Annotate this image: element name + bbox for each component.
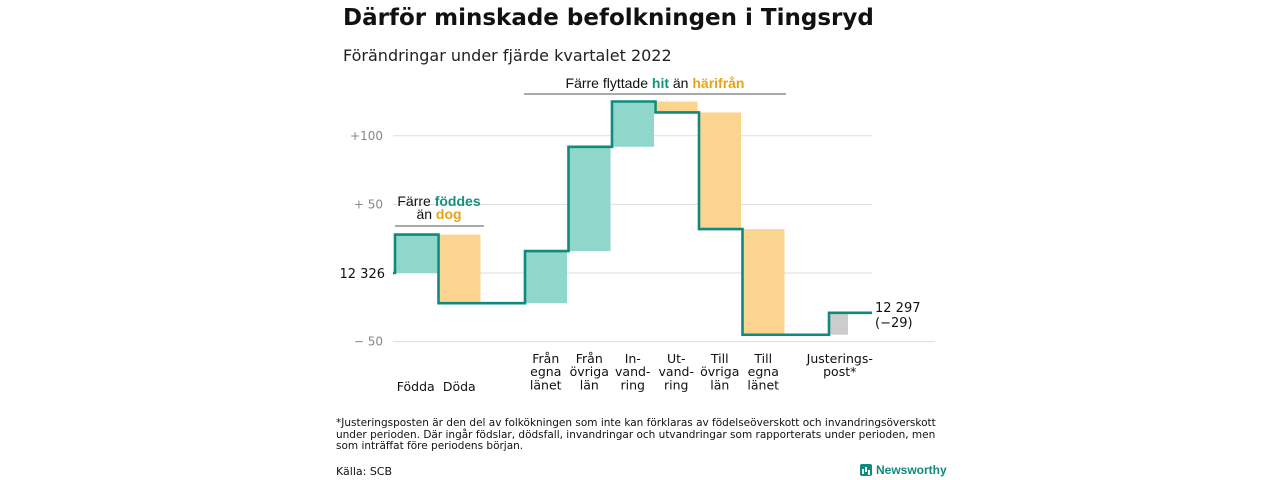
category-label-till-ovriga-lan: övriga	[700, 364, 739, 379]
category-label-till-egna-lanet: länet	[747, 377, 779, 392]
category-label-till-egna-lanet: Till	[753, 351, 772, 366]
y-tick-label: + 50	[354, 197, 383, 211]
y-tick-label: − 50	[354, 335, 383, 349]
bar-fodda	[395, 234, 437, 273]
category-label-invandring: ring	[621, 377, 645, 392]
bar-justeringspost	[829, 312, 848, 335]
start-value-label: 12 326	[340, 267, 386, 282]
brand-name: Newsworthy	[876, 463, 947, 477]
bar-utvandring	[655, 101, 698, 113]
annotation-segment: Färre flyttade	[566, 75, 652, 91]
y-tick-label: +100	[350, 129, 383, 143]
category-label-utvandring: ring	[664, 377, 688, 392]
annotation-births-line: Färre föddes	[397, 193, 480, 209]
brand-logo: Newsworthy	[860, 463, 947, 477]
bar-fran-egna-lanet	[525, 251, 567, 304]
category-label-fran-egna-lanet: länet	[530, 377, 562, 392]
bar-doda	[438, 234, 481, 304]
annotation-migration-line: Färre flyttade hit än härifrån	[566, 75, 745, 91]
category-label-fran-egna-lanet: Från	[532, 351, 559, 366]
category-label-fran-egna-lanet: egna	[530, 364, 561, 379]
category-label-justeringspost: post*	[823, 364, 856, 379]
category-label-utvandring: vand-	[659, 364, 694, 379]
bar-till-ovriga-lan	[699, 112, 741, 230]
annotation-segment: än	[416, 206, 435, 222]
chart-title: Därför minskade befolkningen i Tingsryd	[343, 5, 874, 31]
footnote: *Justeringsposten är den del av folkökni…	[336, 417, 936, 452]
category-label-fran-ovriga-lan: övriga	[570, 364, 609, 379]
newsworthy-logo-icon	[860, 464, 872, 476]
annotation-births-line: än dog	[416, 206, 461, 222]
category-label-till-ovriga-lan: Till	[710, 351, 729, 366]
running-total-line	[393, 100, 872, 337]
category-label-utvandring: Ut-	[667, 351, 686, 366]
annotation-segment: hit	[652, 75, 669, 91]
category-label-fodda: Födda	[397, 379, 435, 394]
chart-subtitle: Förändringar under fjärde kvartalet 2022	[343, 46, 672, 65]
category-label-doda: Döda	[443, 379, 476, 394]
annotation-segment: dog	[436, 206, 462, 222]
annotation-segment: föddes	[435, 193, 481, 209]
end-change-label: (−29)	[875, 316, 913, 331]
category-label-invandring: vand-	[615, 364, 650, 379]
source-note: Källa: SCB	[336, 465, 393, 478]
bar-invandring	[612, 101, 654, 147]
category-label-fran-ovriga-lan: län	[580, 377, 599, 392]
category-label-invandring: In-	[625, 351, 641, 366]
annotation-segment: Färre	[397, 193, 434, 209]
bar-till-egna-lanet	[742, 229, 785, 335]
annotation-segment: än	[669, 75, 692, 91]
category-label-fran-ovriga-lan: Från	[576, 351, 603, 366]
end-value-label: 12 297	[875, 301, 921, 316]
annotation-segment: härifrån	[692, 75, 744, 91]
category-label-till-ovriga-lan: län	[710, 377, 729, 392]
category-label-till-egna-lanet: egna	[748, 364, 779, 379]
category-label-justeringspost: Justerings-	[806, 351, 873, 366]
bar-fran-ovriga-lan	[568, 146, 611, 252]
